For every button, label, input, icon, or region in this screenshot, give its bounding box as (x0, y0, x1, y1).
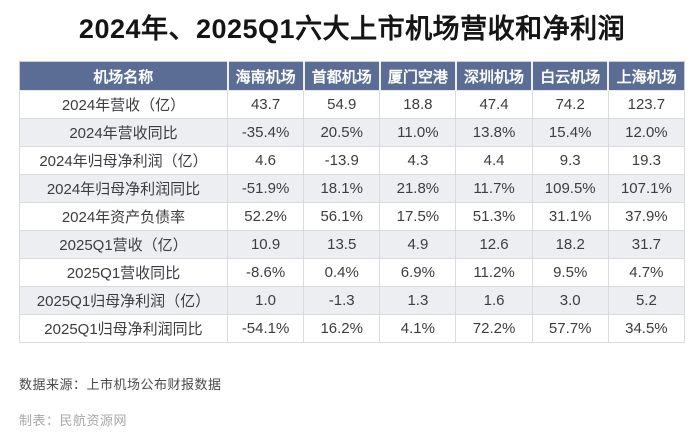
data-cell: 4.1% (379, 314, 457, 343)
data-cell: 10.9 (226, 230, 305, 259)
infographic-canvas: 2024年、2025Q1六大上市机场营收和净利润 机场名称 海南机场 首都机场 厦门空… (19, 0, 686, 429)
data-cell: 54.9 (303, 90, 381, 119)
data-cell: 18.8 (379, 90, 457, 119)
data-cell: 6.9% (379, 258, 457, 287)
data-cell: 9.3 (531, 146, 609, 175)
column-header-airport: 白云机场 (532, 61, 610, 91)
data-cell: 109.5% (531, 174, 609, 203)
data-cell: 4.4 (455, 146, 533, 175)
row-label: 2024年归母净利润同比 (19, 174, 228, 203)
data-cell: 57.7% (531, 314, 609, 343)
data-cell: 19.3 (607, 146, 686, 175)
airports-financial-table: 机场名称 海南机场 首都机场 厦门空港 深圳机场 白云机场 上海机场 2024年营收（亿） 4… (19, 61, 686, 343)
data-cell: 20.5% (303, 118, 381, 147)
table-row: 2024年归母净利润同比 -51.9% 18.1% 21.8% 11.7% 109.5% 1… (19, 174, 686, 203)
row-label: 2025Q1营收同比 (19, 258, 228, 287)
row-label: 2025Q1归母净利润同比 (19, 314, 228, 343)
data-cell: 43.7 (226, 90, 305, 119)
data-cell: 34.5% (607, 314, 686, 343)
column-header-airport: 上海机场 (608, 61, 685, 91)
data-cell: 18.2 (531, 230, 609, 259)
data-cell: 11.0% (379, 118, 457, 147)
table-row: 2024年营收同比 -35.4% 20.5% 11.0% 13.8% 15.4% 12.0% (19, 118, 686, 147)
table-row: 2024年资产负债率 52.2% 56.1% 17.5% 51.3% 31.1% 37.9% (19, 202, 686, 231)
data-cell: 1.0 (226, 286, 305, 315)
table-row: 2025Q1营收（亿） 10.9 13.5 4.9 12.6 18.2 31.7 (19, 230, 686, 259)
table-row: 2025Q1营收同比 -8.6% 0.4% 6.9% 11.2% 9.5% 4.7% (19, 258, 686, 287)
data-cell: 9.5% (531, 258, 609, 287)
table-row: 2024年归母净利润（亿） 4.6 -13.9 4.3 4.4 9.3 19.3 (19, 146, 686, 175)
data-cell: 11.7% (455, 174, 533, 203)
data-cell: 123.7 (607, 90, 686, 119)
data-cell: 107.1% (607, 174, 686, 203)
data-cell: 4.7% (607, 258, 686, 287)
data-cell: -1.3 (303, 286, 381, 315)
column-header-airport: 首都机场 (303, 61, 381, 91)
data-cell: 31.1% (531, 202, 609, 231)
data-cell: 4.9 (379, 230, 457, 259)
column-header-airport: 厦门空港 (379, 61, 457, 91)
data-cell: 16.2% (303, 314, 381, 343)
data-cell: -13.9 (303, 146, 381, 175)
data-cell: 47.4 (455, 90, 533, 119)
row-label: 2024年营收（亿） (19, 90, 228, 119)
data-cell: 3.0 (531, 286, 609, 315)
data-source-note: 数据来源：上市机场公布财报数据 (19, 377, 222, 392)
data-cell: 17.5% (379, 202, 457, 231)
column-header-airport: 深圳机场 (455, 61, 534, 91)
data-cell: 13.8% (455, 118, 533, 147)
data-cell: -8.6% (226, 258, 305, 287)
table-body: 2024年营收（亿） 43.7 54.9 18.8 47.4 74.2 123.7 2024年… (19, 90, 686, 343)
data-cell: 21.8% (379, 174, 457, 203)
data-cell: 0.4% (303, 258, 381, 287)
header-row: 机场名称 海南机场 首都机场 厦门空港 深圳机场 白云机场 上海机场 (19, 61, 685, 91)
data-cell: 4.3 (379, 146, 457, 175)
table-header: 机场名称 海南机场 首都机场 厦门空港 深圳机场 白云机场 上海机场 (19, 61, 685, 91)
data-cell: 13.5 (303, 230, 381, 259)
data-cell: 37.9% (607, 202, 686, 231)
table-row: 2025Q1归母净利润（亿） 1.0 -1.3 1.3 1.6 3.0 5.2 (19, 286, 686, 315)
table-row: 2025Q1归母净利润同比 -54.1% 16.2% 4.1% 72.2% 57.7% 34… (19, 314, 686, 343)
data-cell: 51.3% (455, 202, 533, 231)
data-cell: -35.4% (226, 118, 305, 147)
data-cell: 12.6 (455, 230, 533, 259)
data-cell: 12.0% (607, 118, 686, 147)
row-label: 2024年归母净利润（亿） (19, 146, 228, 175)
data-cell: -51.9% (226, 174, 305, 203)
data-cell: -54.1% (226, 314, 305, 343)
row-label: 2024年资产负债率 (19, 202, 228, 231)
data-cell: 4.6 (226, 146, 305, 175)
data-cell: 5.2 (607, 286, 686, 315)
column-header-row-label: 机场名称 (19, 61, 229, 91)
column-header-airport: 海南机场 (227, 61, 305, 91)
row-label: 2025Q1归母净利润（亿） (19, 286, 228, 315)
data-cell: 1.6 (455, 286, 533, 315)
data-cell: 18.1% (303, 174, 381, 203)
data-cell: 11.2% (455, 258, 533, 287)
data-cell: 72.2% (455, 314, 533, 343)
data-cell: 1.3 (379, 286, 457, 315)
row-label: 2024年营收同比 (19, 118, 228, 147)
page-title: 2024年、2025Q1六大上市机场营收和净利润 (78, 14, 626, 44)
table-row: 2024年营收（亿） 43.7 54.9 18.8 47.4 74.2 123.7 (19, 90, 686, 119)
data-cell: 74.2 (531, 90, 609, 119)
row-label: 2025Q1营收（亿） (19, 230, 228, 259)
data-cell: 52.2% (226, 202, 305, 231)
data-cell: 56.1% (303, 202, 381, 231)
data-cell: 31.7 (607, 230, 686, 259)
table-credit-note: 制表：民航资源网 (19, 413, 128, 428)
data-cell: 15.4% (531, 118, 609, 147)
